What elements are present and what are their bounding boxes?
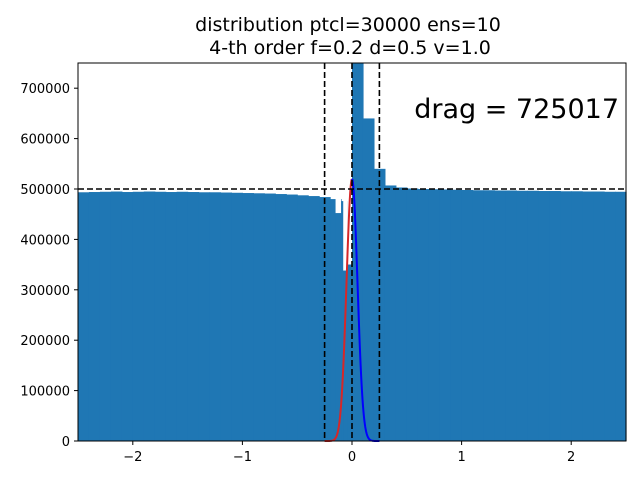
histogram-bars xyxy=(78,63,627,441)
histogram-bar xyxy=(450,189,463,441)
histogram-bar xyxy=(99,191,112,441)
y-tick-label: 0 xyxy=(62,435,70,450)
histogram-bar xyxy=(231,192,243,441)
histogram-bar xyxy=(165,192,178,441)
y-tick-label: 200000 xyxy=(20,334,70,349)
histogram-bar xyxy=(209,192,222,441)
histogram-bar xyxy=(308,196,320,441)
histogram-bar xyxy=(395,187,408,441)
y-tick-label: 300000 xyxy=(20,284,70,299)
chart-title-line2: 4-th order f=0.2 d=0.5 v=1.0 xyxy=(209,37,491,59)
histogram-gap xyxy=(343,63,348,271)
histogram-bar xyxy=(88,192,101,441)
histogram-bar xyxy=(593,191,605,441)
histogram-bar xyxy=(560,191,572,441)
histogram-bar xyxy=(428,189,441,441)
histogram-bar xyxy=(242,193,254,441)
histogram-bar xyxy=(373,168,386,441)
y-axis-ticks: 0 100000 200000 300000 400000 500000 600000 700… xyxy=(20,82,78,450)
x-tick-label: −2 xyxy=(123,450,142,465)
y-tick-label: 600000 xyxy=(20,133,70,148)
histogram-bar xyxy=(571,191,583,441)
x-tick-label: −1 xyxy=(233,450,252,465)
histogram-bar xyxy=(604,191,616,441)
histogram-bar xyxy=(176,191,189,441)
reference-lines xyxy=(78,63,626,441)
histogram-gap xyxy=(335,63,342,214)
histogram-bar xyxy=(461,190,474,441)
histogram-bar xyxy=(297,195,309,441)
histogram-bar xyxy=(143,191,156,441)
histogram-bar xyxy=(505,190,517,441)
histogram-bar xyxy=(121,192,134,441)
histogram-bar xyxy=(494,190,507,441)
histogram-bar xyxy=(187,192,200,441)
histogram-bar xyxy=(538,191,550,441)
histogram-bar xyxy=(362,118,375,441)
histogram-bar xyxy=(154,191,167,441)
x-tick-label: 1 xyxy=(457,450,465,465)
histogram-bar xyxy=(439,189,452,441)
histogram-bar xyxy=(335,213,342,441)
histogram-bar xyxy=(343,270,349,441)
histogram-bar xyxy=(132,191,145,441)
histogram-bar xyxy=(527,190,539,441)
histogram-bar xyxy=(483,190,496,441)
chart-title-line1: distribution ptcl=30000 ens=10 xyxy=(195,14,501,36)
histogram-bar xyxy=(384,185,397,441)
histogram-bar xyxy=(406,188,419,441)
histogram-bar xyxy=(516,190,528,441)
drag-annotation: drag = 725017 xyxy=(414,94,619,125)
x-tick-label: 2 xyxy=(567,450,575,465)
histogram-bar xyxy=(286,194,298,441)
y-tick-label: 700000 xyxy=(20,82,70,97)
histogram-bar xyxy=(352,63,364,441)
histogram-bar xyxy=(220,192,233,441)
histogram-bar xyxy=(347,264,353,441)
y-tick-label: 400000 xyxy=(20,233,70,248)
histogram-bar xyxy=(582,191,594,441)
histogram-bar xyxy=(472,190,485,441)
histogram-bar xyxy=(264,193,276,441)
histogram-bar xyxy=(110,191,123,441)
histogram-bar xyxy=(253,193,265,441)
histogram-bar xyxy=(615,191,627,441)
y-tick-label: 100000 xyxy=(20,385,70,400)
histogram-bar xyxy=(275,194,287,441)
histogram-bar xyxy=(198,192,211,441)
x-axis-ticks: −2 −1 0 1 2 xyxy=(123,441,575,465)
histogram-bar xyxy=(78,192,90,441)
histogram-gap xyxy=(347,63,352,265)
x-tick-label: 0 xyxy=(348,450,356,465)
histogram-bar xyxy=(417,189,430,441)
y-tick-label: 500000 xyxy=(20,183,70,198)
histogram-bar xyxy=(549,191,561,441)
